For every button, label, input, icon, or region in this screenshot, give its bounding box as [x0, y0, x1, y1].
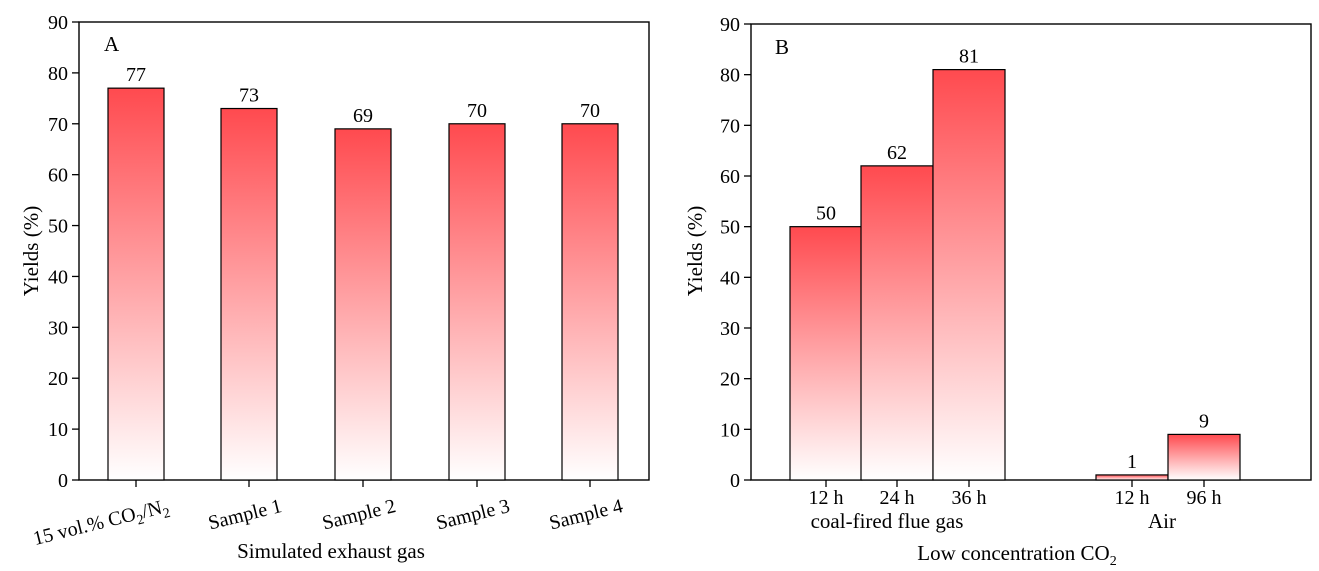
- y-tick-label: 10: [720, 419, 740, 441]
- y-tick-label: 0: [58, 470, 68, 492]
- bar: [1095, 474, 1169, 481]
- y-tick-label: 40: [48, 266, 68, 288]
- bar: [860, 165, 934, 481]
- bar: [448, 123, 506, 481]
- y-tick-label: 10: [48, 419, 68, 441]
- data-label: 73: [239, 85, 259, 107]
- x-tick-label: 12 h: [809, 487, 844, 509]
- data-label: 77: [126, 64, 146, 86]
- panel-a-y-axis-title: Yields (%): [19, 206, 43, 296]
- x-tick-label: Sample 3: [434, 495, 512, 534]
- y-tick-label: 90: [48, 12, 68, 34]
- x-tick-label: 36 h: [952, 487, 987, 509]
- x-tick-label: Sample 4: [547, 495, 625, 534]
- y-tick-label: 50: [720, 217, 740, 239]
- bar: [789, 226, 863, 481]
- x-tick-label: 96 h: [1187, 487, 1222, 509]
- y-tick-label: 40: [720, 267, 740, 289]
- x-tick-label: Sample 1: [206, 495, 284, 534]
- x-tick-label: 24 h: [880, 487, 915, 509]
- y-tick-label: 0: [730, 470, 740, 492]
- panel-b-x-axis-title: Low concentration CO2: [917, 541, 1116, 569]
- panel-b-y-axis-title: Yields (%): [683, 206, 707, 296]
- bar: [1167, 433, 1241, 481]
- panel-b-plot-frame: [750, 23, 1312, 481]
- data-label: 62: [887, 142, 907, 164]
- panel-b: B 0 10 20 30 40 50 60 70 80 90 50 62 81 1 9 12 h 24 h 3…: [683, 14, 1312, 569]
- data-label: 50: [816, 203, 836, 225]
- data-label: 70: [467, 100, 487, 122]
- bar: [932, 68, 1006, 481]
- panel-b-bars: 50 62 81 1 9: [789, 46, 1241, 481]
- bar: [107, 87, 165, 481]
- y-tick-label: 60: [48, 165, 68, 187]
- y-tick-label: 80: [720, 65, 740, 87]
- data-label: 81: [959, 46, 979, 68]
- x-tick-label: 15 vol.% CO2/N2: [31, 495, 172, 554]
- panel-b-group-label-air: Air: [1148, 509, 1176, 533]
- y-tick-label: 90: [720, 14, 740, 36]
- y-tick-label: 50: [48, 216, 68, 238]
- panel-b-x-axis: 12 h 24 h 36 h 12 h 96 h: [809, 480, 1222, 509]
- bar: [220, 107, 278, 481]
- panel-a-bars: 77 73 69 70 70: [107, 64, 619, 481]
- y-tick-label: 60: [720, 166, 740, 188]
- x-tick-label: Sample 2: [320, 495, 398, 534]
- panel-b-group-label-coal: coal-fired flue gas: [811, 509, 964, 533]
- y-tick-label: 20: [48, 368, 68, 390]
- bar: [561, 123, 619, 481]
- data-label: 70: [580, 100, 600, 122]
- data-label: 69: [353, 105, 373, 127]
- panel-b-label: B: [775, 35, 789, 59]
- y-tick-label: 30: [720, 318, 740, 340]
- data-label: 9: [1199, 410, 1209, 432]
- panel-a-x-axis-title: Simulated exhaust gas: [237, 539, 425, 563]
- panel-b-y-axis: 0 10 20 30 40 50 60 70 80 90: [720, 14, 751, 492]
- data-label: 1: [1127, 451, 1137, 473]
- panel-a-label: A: [104, 32, 120, 56]
- panel-a: A 0 10 20 30 40 50 60 70 80 90 77 73 69 70 70 15 vol.…: [19, 12, 650, 563]
- y-tick-label: 30: [48, 317, 68, 339]
- y-tick-label: 70: [48, 114, 68, 136]
- y-tick-label: 70: [720, 115, 740, 137]
- y-tick-label: 20: [720, 369, 740, 391]
- bar: [334, 128, 392, 481]
- y-tick-label: 80: [48, 63, 68, 85]
- x-tick-label: 12 h: [1115, 487, 1150, 509]
- panel-a-y-axis: 0 10 20 30 40 50 60 70 80 90: [48, 12, 79, 492]
